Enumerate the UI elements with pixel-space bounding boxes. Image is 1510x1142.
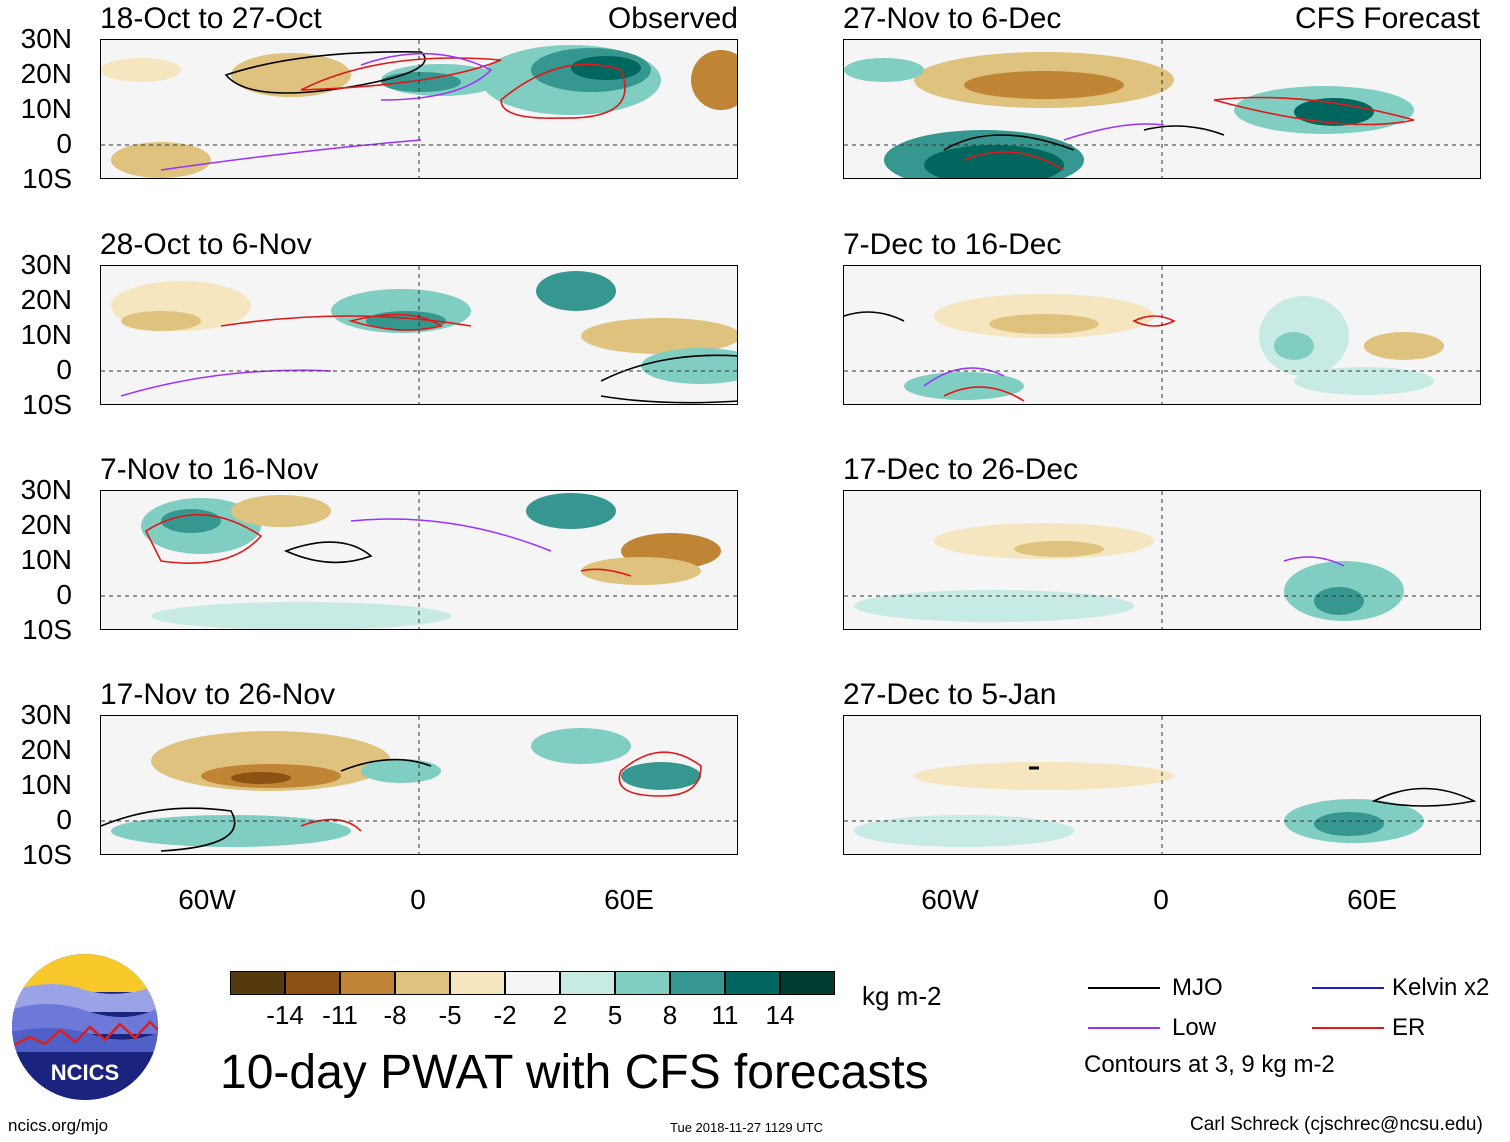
colorbar-cell <box>340 971 395 995</box>
colorbar-cell <box>285 971 340 995</box>
map-panel-fcst-3 <box>843 490 1481 630</box>
forecast-label: CFS Forecast <box>1294 2 1480 35</box>
panel-title-obs-4: 17-Nov to 26-Nov <box>100 678 336 711</box>
panel-title-fcst-2: 7-Dec to 16-Dec <box>843 228 1062 261</box>
legend-label-low: Low <box>1172 1014 1217 1041</box>
map-panel-obs-4 <box>100 715 738 855</box>
colorbar-cell <box>780 971 835 995</box>
panel-title-fcst-1: 27-Nov to 6-Dec <box>843 2 1062 35</box>
colorbar-cell <box>395 971 450 995</box>
footer-credit: Carl Schreck (cjschrec@ncsu.edu) <box>1190 1114 1483 1135</box>
lat-label: 10N <box>20 93 72 124</box>
panel-title-fcst-4: 27-Dec to 5-Jan <box>843 678 1057 711</box>
legend-label-er: ER <box>1392 1014 1426 1041</box>
lat-label: 10N <box>20 769 72 800</box>
map-panel-fcst-4 <box>843 715 1481 855</box>
lat-label: 20N <box>20 284 72 315</box>
legend-label-kelvin: Kelvin x2 <box>1392 974 1490 1001</box>
colorbar-cell <box>230 971 285 995</box>
colorbar-cell <box>505 971 560 995</box>
main-title: 10-day PWAT with CFS forecasts <box>220 1046 929 1099</box>
lat-label: 10N <box>20 544 72 575</box>
colorbar-tick-label: -11 <box>322 1000 358 1030</box>
lon-label-60w-left: 60W <box>178 884 236 915</box>
colorbar-tick-label: -2 <box>493 1000 517 1030</box>
map-field <box>844 40 1480 178</box>
map-field <box>844 491 1480 629</box>
map-panel-obs-2 <box>100 265 738 405</box>
map-panel-obs-3 <box>100 490 738 630</box>
colorbar-tick-label: 11 <box>711 1000 739 1030</box>
colorbar-tick-label: 8 <box>662 1000 678 1030</box>
lat-label: 30N <box>20 699 72 730</box>
legend-line-er <box>1312 1027 1384 1029</box>
map-panel-fcst-2 <box>843 265 1481 405</box>
ncics-logo: NCICS <box>10 952 160 1102</box>
lon-label-0-left: 0 <box>410 884 426 915</box>
svg-text:NCICS: NCICS <box>51 1060 119 1085</box>
legend-line-kelvin <box>1312 987 1384 989</box>
colorbar-cell <box>670 971 725 995</box>
colorbar-tick-label: -14 <box>266 1000 304 1030</box>
panel-title-obs-3: 7-Nov to 16-Nov <box>100 453 319 486</box>
legend-line-low <box>1088 1027 1160 1029</box>
panel-title-obs-1: 18-Oct to 27-Oct <box>100 2 322 35</box>
panel-title-fcst-3: 17-Dec to 26-Dec <box>843 453 1079 486</box>
lat-label: 30N <box>20 249 72 280</box>
lat-label: 20N <box>20 58 72 89</box>
lat-label: 10S <box>22 839 72 870</box>
lat-label: 30N <box>20 23 72 54</box>
lon-label-60w-right: 60W <box>921 884 979 915</box>
observed-label: Observed <box>607 2 738 35</box>
colorbar-tick-label: 14 <box>765 1000 795 1030</box>
legend-label-mjo: MJO <box>1172 974 1223 1001</box>
map-field <box>844 266 1480 404</box>
lat-label: 10S <box>22 614 72 645</box>
footer-url: ncics.org/mjo <box>8 1116 109 1135</box>
legend-line-mjo <box>1088 987 1160 989</box>
map-field <box>844 716 1480 854</box>
colorbar-cell <box>450 971 505 995</box>
lat-label: 10S <box>22 163 72 194</box>
lat-label: 0 <box>56 579 72 610</box>
lat-label: 30N <box>20 474 72 505</box>
map-panel-obs-1 <box>100 39 738 179</box>
lon-label-60e-right: 60E <box>1347 884 1397 915</box>
colorbar-cell <box>615 971 670 995</box>
ncics-logo-icon: NCICS <box>12 954 158 1100</box>
lat-label: 0 <box>56 354 72 385</box>
lat-label: 20N <box>20 734 72 765</box>
lon-label-0-right: 0 <box>1153 884 1169 915</box>
lat-label: 10N <box>20 319 72 350</box>
map-panel-fcst-1 <box>843 39 1481 179</box>
colorbar-tick-label: -8 <box>383 1000 407 1030</box>
lat-label: 10S <box>22 389 72 420</box>
lat-label: 0 <box>56 804 72 835</box>
map-field <box>101 266 737 404</box>
lat-label: 20N <box>20 509 72 540</box>
colorbar-cell <box>725 971 780 995</box>
colorbar-units: kg m-2 <box>862 981 942 1011</box>
footer-timestamp: Tue 2018-11-27 1129 UTC <box>670 1120 823 1135</box>
legend-contour-note: Contours at 3, 9 kg m-2 <box>1084 1051 1335 1078</box>
colorbar-tick-label: 5 <box>607 1000 623 1030</box>
lat-label: 0 <box>56 128 72 159</box>
colorbar-cell <box>560 971 615 995</box>
map-field <box>101 40 737 178</box>
map-field <box>101 491 737 629</box>
lon-label-60e-left: 60E <box>604 884 654 915</box>
map-field <box>101 716 737 854</box>
panel-title-obs-2: 28-Oct to 6-Nov <box>100 228 312 261</box>
colorbar-tick-label: -5 <box>438 1000 462 1030</box>
colorbar-tick-label: 2 <box>552 1000 568 1030</box>
